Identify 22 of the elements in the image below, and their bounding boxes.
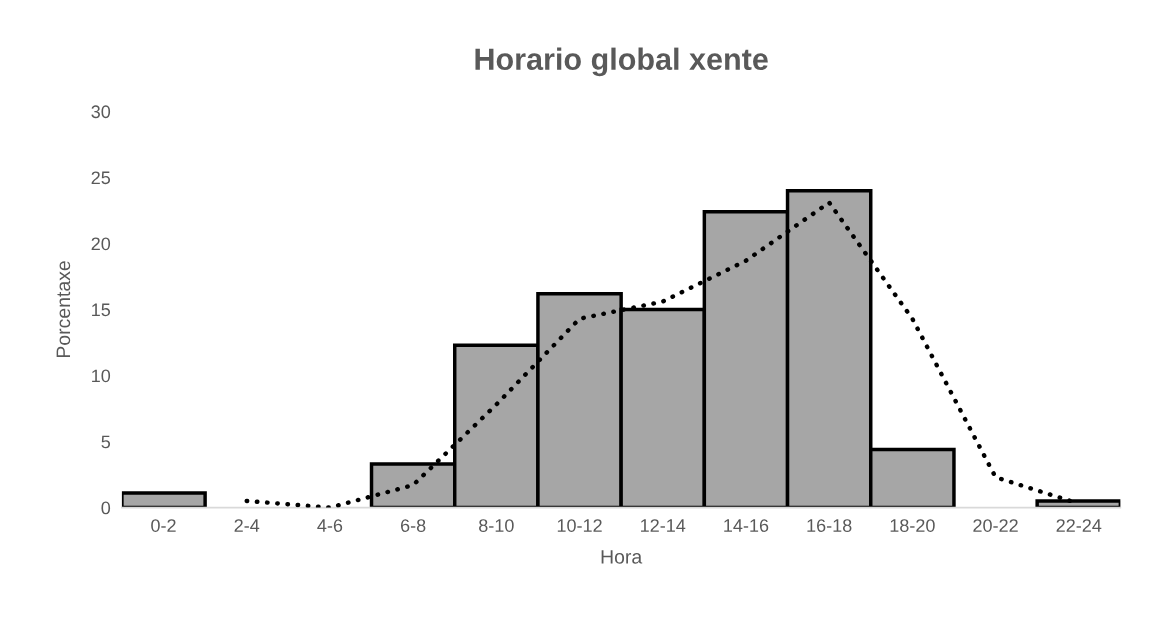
x-tick-label: 2-4 [234,519,260,532]
y-tick-label: 0 [101,501,111,515]
y-tick-label: 25 [91,171,111,185]
x-tick-label: 10-12 [557,519,602,532]
x-tick-label: 0-2 [151,519,176,532]
x-tick-label: 6-8 [400,519,426,532]
chart-title: Horario global xente [475,47,768,77]
x-tick-label: 12-14 [641,519,686,532]
x-tick-label: 20-22 [973,519,1018,532]
y-tick-label: 15 [92,303,111,317]
x-tick-label: 4-6 [317,519,343,532]
y-tick-label: 20 [91,237,111,251]
x-tick-label: 8-10 [479,519,514,532]
x-tick-label: 18-20 [890,519,935,532]
x-tick-label: 14-16 [724,519,769,532]
x-tick-label: 16-18 [807,519,852,532]
y-tick-label: 5 [101,435,111,449]
y-axis-title: Porcentaxe [56,261,71,358]
x-axis-title: Hora [601,550,643,564]
x-tick-label: 22-24 [1056,519,1102,532]
y-tick-label: 10 [92,369,111,383]
y-tick-label: 30 [91,105,111,119]
